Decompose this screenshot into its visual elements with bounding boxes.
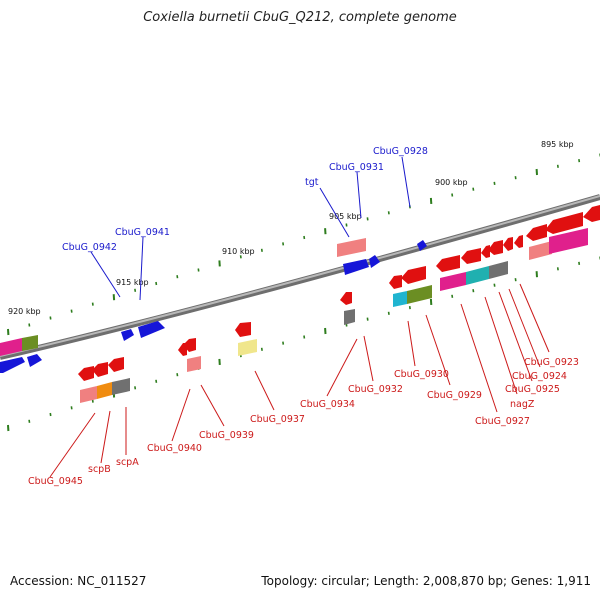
scale-label-910: 910 kbp: [222, 247, 255, 256]
gene-arrow: [27, 354, 42, 367]
cog-box: [80, 386, 97, 403]
cog-box: [549, 228, 588, 254]
cog-box: [407, 285, 432, 304]
gene-arrow: [183, 338, 196, 352]
map-title: Coxiella burnetii CbuG_Q212, complete ge…: [143, 10, 457, 25]
gene-arrow: [503, 237, 513, 251]
gene-arrow: [389, 275, 402, 289]
gene-arrow: [461, 248, 481, 264]
cog-box: [337, 238, 366, 257]
gene-label-cbug0932: CbuG_0932: [348, 384, 403, 395]
scale-label-900: 900 kbp: [435, 178, 468, 187]
gene-arrow: [369, 255, 380, 268]
cog-box: [187, 356, 201, 372]
gene-arrow: [481, 245, 490, 258]
gene-label-cbug0942: CbuG_0942: [62, 242, 117, 253]
scale-label-895: 895 kbp: [541, 140, 574, 149]
accession-text: Accession: NC_011527: [10, 574, 147, 588]
gene-label-cbug0923: CbuG_0923: [524, 357, 579, 368]
gene-arrow: [343, 259, 369, 275]
gene-label-cbug0929: CbuG_0929: [427, 390, 482, 401]
gene-label-cbug0937: CbuG_0937: [250, 414, 305, 425]
genome-stats-text: Topology: circular; Length: 2,008,870 bp…: [261, 574, 591, 588]
top-labels: CbuG_0942 CbuG_0941 tgt CbuG_0931 CbuG_0…: [62, 146, 428, 301]
scale-label-915: 915 kbp: [116, 278, 149, 287]
scale-label-905: 905 kbp: [329, 212, 362, 221]
cog-box: [344, 309, 355, 325]
gene-arrow: [417, 240, 427, 251]
gene-label-cbug0931: CbuG_0931: [329, 162, 384, 173]
cog-box: [0, 338, 22, 356]
reverse-cds-track: [78, 205, 600, 381]
cog-box: [440, 272, 466, 291]
cog-box: [22, 335, 38, 351]
cog-box: [112, 378, 130, 395]
bottom-labels: CbuG_0945 scpB scpA CbuG_0940 CbuG_0939 …: [28, 283, 579, 487]
gene-label-cbug0930: CbuG_0930: [394, 369, 449, 380]
gene-arrow: [0, 357, 25, 373]
gene-label-cbug0928: CbuG_0928: [373, 146, 428, 157]
cog-box: [466, 266, 489, 285]
gene-arrow: [514, 235, 523, 248]
gene-arrow: [235, 322, 251, 337]
gene-label-cbug0939: CbuG_0939: [199, 430, 254, 441]
gene-label-scpb: scpB: [88, 464, 111, 475]
gene-arrow: [92, 362, 108, 377]
gene-arrow: [401, 266, 426, 284]
gene-label-scpa: scpA: [116, 457, 139, 468]
cog-box: [489, 261, 508, 279]
forward-cds-track: [0, 240, 427, 373]
gene-label-cbug0934: CbuG_0934: [300, 399, 355, 410]
gene-arrow: [436, 255, 460, 272]
gene-arrow: [121, 329, 134, 341]
gene-label-cbug0925: CbuG_0925: [505, 384, 560, 395]
cog-box: [529, 241, 552, 260]
gene-label-cbug0940: CbuG_0940: [147, 443, 202, 454]
gene-arrow: [583, 205, 600, 222]
scale-label-920: 920 kbp: [8, 307, 41, 316]
gene-label-cbug0924: CbuG_0924: [512, 371, 567, 382]
cog-track: [0, 228, 588, 403]
gene-arrow: [340, 292, 352, 305]
gene-arrow: [545, 212, 583, 234]
gene-label-cbug0927: CbuG_0927: [475, 416, 530, 427]
gene-label-cbug0941: CbuG_0941: [115, 227, 170, 238]
gene-arrow: [138, 321, 165, 338]
gene-label-nagz: nagZ: [510, 399, 535, 410]
cog-box: [97, 382, 112, 399]
cog-box: [238, 339, 257, 356]
gene-label-tgt: tgt: [305, 177, 319, 188]
cog-box: [393, 291, 407, 307]
gene-label-cbug0945: CbuG_0945: [28, 476, 83, 487]
gene-arrow: [108, 357, 124, 372]
gene-arrow: [526, 224, 547, 241]
gene-arrow: [488, 240, 503, 255]
outer-tick-ring: [7, 153, 600, 336]
gene-arrow: [78, 366, 94, 381]
